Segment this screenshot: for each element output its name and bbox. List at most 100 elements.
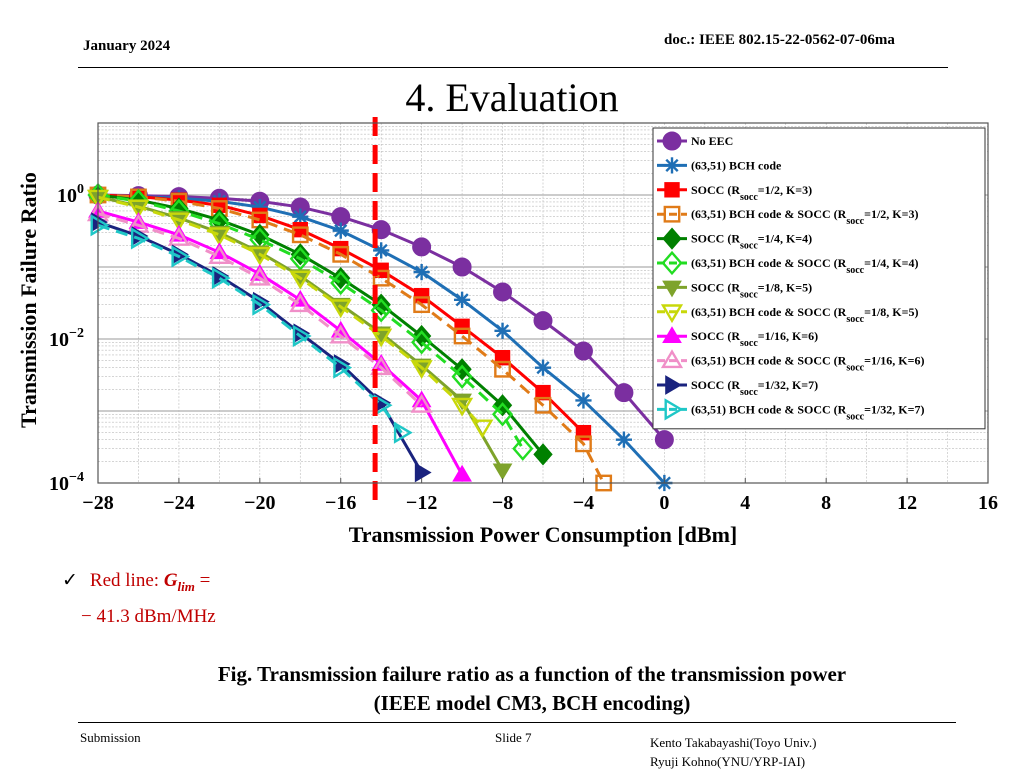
asterisk-stroke (576, 393, 591, 408)
red-line-note: ✓ Red line: Glim = − 41.3 dBm/MHz (62, 566, 216, 632)
x-tick-label: 12 (897, 492, 917, 514)
series-11 (90, 214, 413, 444)
x-tick-label: −24 (163, 492, 194, 514)
data-point (453, 291, 471, 308)
legend-marker (662, 131, 682, 151)
legend-marker (662, 280, 682, 298)
legend-label: SOCC (Rsocc=1/4, K=4) (691, 232, 812, 252)
legend-label: (63,51) BCH code & SOCC (Rsocc=1/32, K=7… (691, 402, 924, 422)
legend-marker (660, 349, 684, 369)
data-point (289, 270, 312, 290)
data-point (332, 245, 350, 263)
footer-slide-number: Slide 7 (495, 730, 532, 745)
note-prefix: Red line: (89, 570, 164, 591)
legend-entry-9: (63,51) BCH code & SOCC (Rsocc=1/16, K=6… (657, 349, 924, 374)
data-point (252, 293, 272, 316)
x-tick-label: −8 (492, 492, 513, 514)
data-point (292, 221, 308, 238)
data-point (654, 430, 674, 450)
data-point (412, 237, 432, 257)
asterisk-stroke (415, 265, 429, 279)
data-point (167, 226, 191, 246)
data-point (533, 443, 553, 466)
legend-label: No EEC (691, 134, 733, 148)
header-date: January 2024 (83, 38, 171, 54)
data-point (331, 267, 351, 290)
legend-marker (662, 227, 682, 250)
data-point (90, 214, 110, 237)
legend-label: (63,51) BCH code & SOCC (Rsocc=1/2, K=3) (691, 207, 918, 227)
series-line (97, 193, 525, 450)
data-point (329, 299, 352, 319)
data-point (372, 269, 390, 287)
data-point (370, 356, 393, 376)
x-tick-label: 8 (821, 492, 831, 514)
data-point (492, 463, 513, 481)
series-line (97, 212, 423, 407)
footer-submission: Submission (80, 730, 141, 745)
data-point (248, 266, 271, 286)
data-point (454, 318, 470, 335)
x-tick-label: 4 (740, 492, 750, 514)
footer-authors: Kento Takabayashi(Toyo Univ.) Ryuji Kohn… (650, 733, 816, 771)
data-point (252, 207, 268, 224)
x-tick-label: −4 (573, 492, 594, 514)
data-point (411, 324, 432, 348)
data-point (167, 212, 191, 232)
data-point (533, 311, 553, 331)
legend-label: (63,51) BCH code (691, 158, 782, 172)
legend-marker (664, 182, 680, 198)
data-point (410, 393, 433, 413)
data-point (535, 384, 551, 401)
data-point (614, 383, 634, 403)
data-point (289, 293, 312, 313)
legend-marker (661, 250, 683, 276)
legend-label: (63,51) BCH code & SOCC (Rsocc=1/16, K=6… (691, 354, 924, 374)
data-point (493, 282, 513, 302)
legend-marker (662, 326, 682, 343)
data-point (289, 246, 311, 271)
data-point (450, 397, 474, 417)
asterisk-stroke (455, 293, 469, 307)
asterisk-stroke (665, 158, 679, 172)
x-tick-label: 16 (978, 492, 998, 514)
legend-label: SOCC (Rsocc=1/2, K=3) (691, 183, 812, 203)
data-point (171, 245, 191, 268)
legend-entry-7: (63,51) BCH code & SOCC (Rsocc=1/8, K=5) (657, 304, 918, 325)
legend-marker (665, 375, 682, 395)
data-point (414, 462, 432, 483)
header-doc-id: doc.: IEEE 802.15-22-0562-07-06ma (664, 32, 895, 48)
data-point (291, 226, 309, 244)
note-subscript: lim (177, 578, 195, 594)
legend-entry-2: SOCC (Rsocc=1/2, K=3) (657, 182, 812, 203)
note-equals: = (194, 570, 211, 591)
footer-author-1: Kento Takabayashi(Toyo Univ.) (650, 735, 817, 750)
caption-line-2: (IEEE model CM3, BCH encoding) (373, 691, 691, 715)
legend-entry-3: (63,51) BCH code & SOCC (Rsocc=1/2, K=3) (657, 205, 918, 227)
y-axis-label: Transmission Failure Ratio (16, 172, 41, 428)
data-point (413, 296, 431, 314)
note-value: − 41.3 dBm/MHz (81, 605, 216, 627)
footer-author-2: Ryuji Kohno(YNU/YRP-IAI) (650, 754, 806, 769)
data-point (393, 421, 413, 444)
data-point (615, 431, 633, 448)
check-icon: ✓ (62, 570, 78, 591)
x-tick-label: 0 (659, 492, 669, 514)
x-tick-label: −28 (82, 492, 113, 514)
data-point (292, 324, 312, 348)
series-line (97, 223, 403, 434)
data-point (208, 245, 231, 264)
legend-marker (663, 157, 681, 174)
data-point (491, 402, 514, 427)
x-tick-label: −20 (244, 492, 275, 514)
data-point (452, 358, 472, 381)
slide-title: 4. Evaluation (405, 75, 619, 120)
data-point (494, 360, 511, 378)
data-point (575, 392, 592, 409)
legend-label: (63,51) BCH code & SOCC (Rsocc=1/4, K=4) (691, 256, 918, 276)
asterisk-stroke (293, 210, 307, 224)
asterisk-stroke (334, 224, 348, 238)
caption-line-1: Fig. Transmission failure ratio as a fun… (217, 662, 847, 686)
transmission-failure-chart: −28 −24 −20 −16 −12 −8 −4 0 4 8 12 16 100 10−2 10−4 No… (16, 117, 998, 547)
data-point (471, 419, 494, 439)
